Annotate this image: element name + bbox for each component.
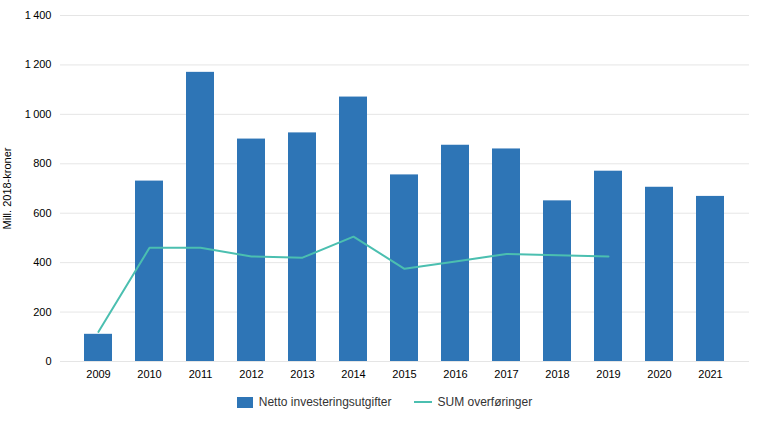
html-text:SUM overføringer: SUM overføringer bbox=[437, 395, 533, 409]
svg-text:2013: 2013 bbox=[290, 368, 314, 380]
svg-text:2019: 2019 bbox=[596, 368, 620, 380]
svg-text:2010: 2010 bbox=[137, 368, 161, 380]
svg-text:800: 800 bbox=[33, 157, 51, 169]
svg-text:400: 400 bbox=[33, 256, 51, 268]
svg-text:0: 0 bbox=[45, 355, 51, 367]
svg-text:Mill. 2018-kroner: Mill. 2018-kroner bbox=[1, 147, 13, 229]
svg-text:2017: 2017 bbox=[494, 368, 518, 380]
svg-text:2009: 2009 bbox=[86, 368, 110, 380]
svg-text:2016: 2016 bbox=[443, 368, 467, 380]
svg-text:2012: 2012 bbox=[239, 368, 263, 380]
svg-text:200: 200 bbox=[33, 306, 51, 318]
svg-text:2020: 2020 bbox=[647, 368, 671, 380]
svg-text:1 400: 1 400 bbox=[25, 9, 52, 21]
svg-text:2014: 2014 bbox=[341, 368, 365, 380]
svg-text:600: 600 bbox=[33, 207, 51, 219]
svg-text:1 000: 1 000 bbox=[25, 108, 52, 120]
svg-text:2011: 2011 bbox=[189, 368, 213, 380]
svg-text:2015: 2015 bbox=[392, 368, 416, 380]
html-text:Netto investeringsutgifter: Netto investeringsutgifter bbox=[258, 395, 392, 409]
svg-text:2018: 2018 bbox=[545, 368, 569, 380]
svg-text:2021: 2021 bbox=[698, 368, 722, 380]
svg-text:1 200: 1 200 bbox=[25, 58, 52, 70]
